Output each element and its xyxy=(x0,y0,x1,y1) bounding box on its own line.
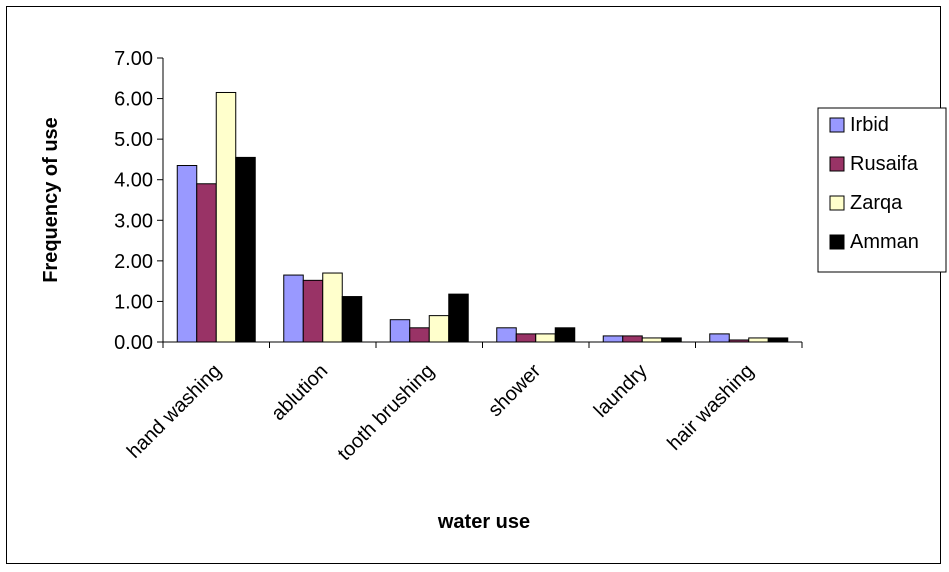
x-tick-label: hair washing xyxy=(663,360,758,455)
bar xyxy=(341,296,363,343)
legend-swatch xyxy=(829,195,845,211)
bar xyxy=(448,293,469,343)
bar xyxy=(409,327,430,343)
x-tick-label: ablution xyxy=(267,360,332,425)
legend-label: Rusaifa xyxy=(850,153,919,175)
bar xyxy=(322,272,343,343)
bar xyxy=(389,319,411,343)
legend-swatch xyxy=(829,234,845,250)
bar xyxy=(728,339,750,343)
bar xyxy=(215,91,237,343)
x-axis-title: water use xyxy=(437,511,530,533)
bar xyxy=(196,183,217,343)
x-tick-label: hand washing xyxy=(123,360,226,463)
y-tick-label: 5.00 xyxy=(114,129,153,151)
bar xyxy=(641,337,663,343)
bar xyxy=(235,156,256,343)
x-tick-label: laundry xyxy=(590,360,652,422)
legend-swatch xyxy=(829,156,845,172)
legend-label: Irbid xyxy=(850,114,889,136)
bar xyxy=(515,333,537,343)
legend-box xyxy=(817,107,947,273)
bar xyxy=(554,327,576,343)
y-axis-title: Frequency of use xyxy=(40,117,62,283)
bar xyxy=(176,165,198,343)
y-tick-label: 2.00 xyxy=(114,251,153,273)
bar xyxy=(767,337,789,343)
bar xyxy=(661,337,682,343)
bar xyxy=(302,279,324,343)
bar xyxy=(428,315,450,343)
x-tick-label: shower xyxy=(484,360,545,421)
legend-label: Amman xyxy=(850,231,919,253)
legend-label: Zarqa xyxy=(850,192,903,214)
bar xyxy=(283,274,304,343)
y-tick-label: 7.00 xyxy=(114,48,153,70)
bar xyxy=(748,337,769,343)
y-tick-label: 1.00 xyxy=(114,291,153,313)
bar xyxy=(496,327,517,343)
plot-area: 0.00 1.00 2.00 3.00 4.00 5.00 6.00 7.00 hand was… xyxy=(114,48,803,465)
x-tick-label: tooth brushing xyxy=(334,360,439,465)
y-tick-label: 0.00 xyxy=(114,332,153,354)
y-tick-label: 6.00 xyxy=(114,89,153,111)
y-tick-label: 3.00 xyxy=(114,210,153,232)
bar xyxy=(602,335,624,343)
y-tick-label: 4.00 xyxy=(114,170,153,192)
legend-swatch xyxy=(829,117,845,133)
bar xyxy=(535,333,556,343)
bar xyxy=(709,333,730,343)
bar xyxy=(622,335,643,343)
legend: Irbid Rusaifa Zarqa Amman xyxy=(817,107,947,273)
